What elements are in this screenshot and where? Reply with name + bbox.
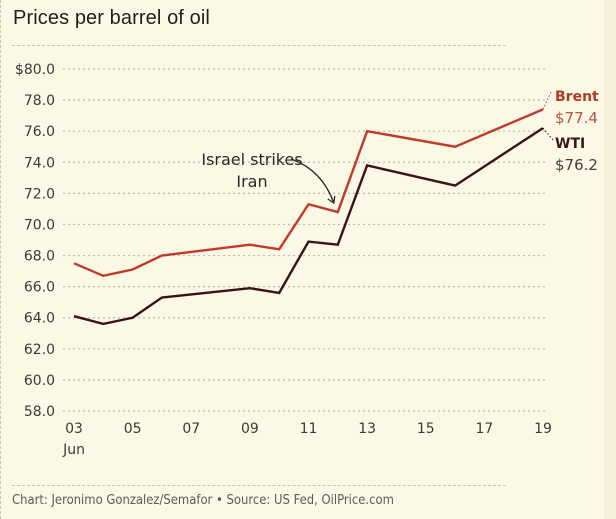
- x-tick-label: 07: [182, 421, 200, 437]
- annotation-arrow: [290, 158, 335, 204]
- y-tick-label: 68.0: [24, 249, 55, 265]
- wti-label: WTI: [555, 136, 585, 152]
- x-tick-label: 09: [241, 421, 259, 437]
- footer-divider: [12, 485, 506, 486]
- x-tick-label: 05: [124, 421, 142, 437]
- y-tick-label: 74.0: [24, 155, 55, 171]
- y-tick-label: 64.0: [24, 311, 55, 327]
- y-tick-label: 58.0: [24, 404, 55, 420]
- wti-leader-line: [542, 127, 554, 141]
- y-tick-label: 60.0: [24, 373, 55, 389]
- x-tick-label: 15: [417, 421, 435, 437]
- series-line-brent: [73, 108, 544, 278]
- y-tick-label: 72.0: [24, 186, 55, 202]
- x-tick-label: 19: [534, 421, 552, 437]
- y-tick-label: 78.0: [24, 93, 55, 109]
- y-tick-label: 66.0: [24, 280, 55, 296]
- y-axis-ticks: $80.0 78.0 76.0 74.0 72.0 70.0 68.0 66.0 64.0 62.…: [15, 62, 55, 420]
- y-tick-label: $80.0: [15, 62, 55, 78]
- series-line-wti: [73, 127, 544, 326]
- series-lines: [73, 108, 544, 326]
- annotation-group: Israel strikes Iran: [201, 150, 336, 205]
- brent-leader-line: [542, 91, 552, 110]
- x-month-label: Jun: [62, 442, 85, 458]
- source-credit: Chart: Jeronimo Gonzalez/Semafor • Sourc…: [12, 492, 394, 508]
- wti-value: $76.2: [555, 156, 598, 174]
- x-tick-label: 17: [475, 421, 493, 437]
- brent-value: $77.4: [555, 109, 598, 127]
- y-tick-label: 70.0: [24, 217, 55, 233]
- brent-label: Brent: [555, 89, 599, 105]
- page-edge: [604, 0, 616, 519]
- title-divider: [12, 45, 506, 46]
- y-tick-label: 62.0: [24, 342, 55, 358]
- y-tick-label: 76.0: [24, 124, 55, 140]
- annotation-text: Israel strikes: [201, 150, 302, 169]
- x-axis-ticks: 03 05 07 09 11 13 15 17 19 Jun: [62, 421, 552, 458]
- arrow-head-icon: [327, 195, 336, 205]
- x-tick-label: 13: [358, 421, 376, 437]
- gridlines: [63, 68, 548, 412]
- end-labels: Brent $77.4 WTI $76.2: [542, 89, 599, 174]
- x-tick-label: 11: [300, 421, 318, 437]
- x-tick-label: 03: [65, 421, 83, 437]
- chart-title: Prices per barrel of oil: [13, 7, 210, 29]
- annotation-text: Iran: [236, 172, 267, 191]
